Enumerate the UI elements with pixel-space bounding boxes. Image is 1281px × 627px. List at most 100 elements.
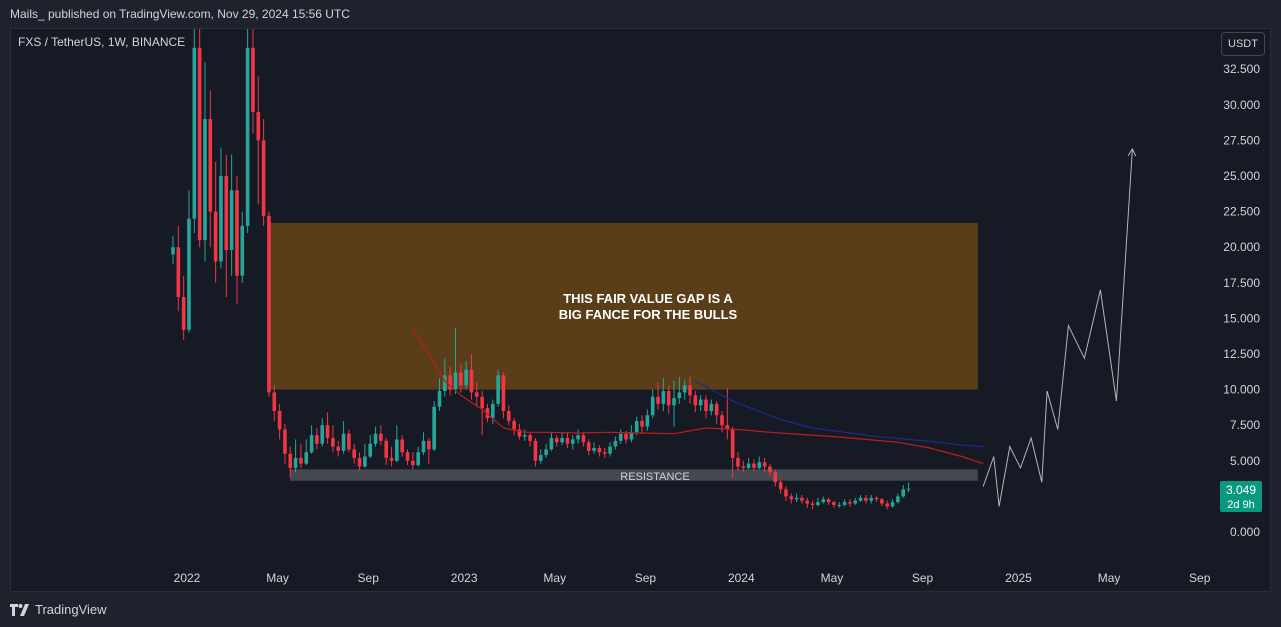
candle-body bbox=[240, 225, 245, 276]
tradingview-brand[interactable]: TradingView bbox=[10, 602, 107, 617]
candle-64 bbox=[512, 418, 516, 436]
fvg-annotation-line1: THIS FAIR VALUE GAP IS A bbox=[563, 291, 733, 306]
currency-unit-button[interactable]: USDT bbox=[1221, 32, 1265, 56]
candle-body bbox=[597, 447, 602, 453]
candle-42 bbox=[395, 425, 399, 463]
candle-body bbox=[453, 372, 458, 390]
candle-body bbox=[885, 503, 890, 507]
candle-body bbox=[896, 496, 900, 503]
candle-82 bbox=[608, 442, 612, 457]
candle-body bbox=[395, 439, 399, 461]
candle-body bbox=[485, 408, 490, 419]
candle-47 bbox=[421, 432, 426, 456]
candle-8 bbox=[213, 161, 218, 283]
candle-61 bbox=[496, 369, 500, 407]
candle-body bbox=[213, 211, 218, 262]
candle-body bbox=[645, 415, 650, 427]
candle-118 bbox=[800, 494, 804, 504]
candle-body bbox=[608, 446, 612, 454]
candle-115 bbox=[784, 486, 788, 501]
candle-36 bbox=[363, 443, 367, 468]
candle-body bbox=[773, 472, 778, 483]
x-tick-label-4: May bbox=[543, 571, 566, 585]
candle-27 bbox=[315, 428, 319, 450]
candle-14 bbox=[245, 29, 250, 233]
candle-17 bbox=[261, 119, 266, 226]
candle-body bbox=[331, 438, 335, 447]
candle-0 bbox=[171, 235, 175, 265]
candle-99 bbox=[698, 395, 703, 411]
candle-body bbox=[826, 499, 831, 503]
symbol-title[interactable]: FXS / TetherUS, 1W, BINANCE bbox=[18, 35, 186, 49]
candle-10 bbox=[224, 154, 229, 298]
candle-body bbox=[741, 466, 746, 468]
candle-body bbox=[256, 111, 261, 141]
candle-body bbox=[656, 396, 660, 404]
candle-body bbox=[704, 399, 708, 411]
candle-19 bbox=[272, 385, 277, 421]
candle-body bbox=[245, 47, 250, 226]
candle-body bbox=[528, 435, 532, 441]
candle-body bbox=[187, 218, 191, 330]
candle-body bbox=[634, 420, 639, 433]
y-tick-label-6: 15.000 bbox=[1223, 311, 1260, 325]
candle-body bbox=[666, 391, 671, 406]
candle-2 bbox=[181, 275, 186, 340]
candle-body bbox=[736, 457, 740, 467]
candle-body bbox=[725, 425, 730, 430]
candle-body bbox=[272, 392, 277, 411]
candle-62 bbox=[501, 372, 506, 419]
candle-body bbox=[517, 429, 522, 437]
candle-body bbox=[730, 429, 735, 458]
candle-91 bbox=[656, 382, 660, 410]
candle-body bbox=[890, 502, 895, 507]
candle-body bbox=[443, 375, 447, 392]
candle-body bbox=[224, 176, 229, 251]
candle-135 bbox=[890, 499, 895, 508]
candle-25 bbox=[304, 439, 309, 466]
candle-105 bbox=[730, 426, 735, 478]
y-tick-label-3: 7.500 bbox=[1230, 418, 1260, 432]
candle-21 bbox=[283, 423, 287, 464]
candle-15 bbox=[251, 29, 255, 134]
candle-1 bbox=[176, 225, 181, 312]
candle-57 bbox=[475, 382, 479, 407]
candle-body bbox=[757, 462, 762, 468]
candle-body bbox=[677, 392, 682, 399]
candle-101 bbox=[709, 399, 714, 416]
candle-12 bbox=[235, 176, 239, 305]
candle-body bbox=[347, 433, 351, 450]
y-tick-label-8: 20.000 bbox=[1223, 240, 1260, 254]
candle-body bbox=[309, 435, 314, 453]
candle-body bbox=[629, 432, 634, 440]
candle-7 bbox=[208, 90, 213, 248]
candle-43 bbox=[400, 435, 404, 457]
candle-98 bbox=[693, 391, 698, 413]
candle-body bbox=[698, 399, 703, 406]
candle-66 bbox=[522, 429, 527, 441]
moving-average-red-line bbox=[412, 329, 984, 465]
fvg-annotation-line2: BIG FANCE FOR THE BULLS bbox=[559, 307, 738, 322]
candle-body bbox=[320, 425, 325, 444]
candle-body bbox=[373, 433, 378, 444]
candle-54 bbox=[459, 363, 463, 393]
candle-body bbox=[842, 502, 847, 505]
candle-body bbox=[709, 403, 714, 411]
candle-body bbox=[821, 499, 826, 503]
fair-value-gap-zone bbox=[268, 222, 978, 390]
candle-body bbox=[176, 247, 181, 298]
candle-116 bbox=[789, 493, 794, 504]
candle-72 bbox=[554, 435, 559, 447]
candle-body bbox=[448, 375, 452, 390]
y-tick-label-13: 32.500 bbox=[1223, 62, 1260, 76]
candle-body bbox=[693, 395, 698, 406]
candle-93 bbox=[666, 385, 671, 414]
x-tick-label-11: Sep bbox=[1189, 571, 1211, 585]
candle-112 bbox=[768, 463, 772, 477]
candle-body bbox=[565, 438, 570, 444]
candle-body bbox=[501, 375, 506, 411]
y-tick-label-4: 10.000 bbox=[1223, 383, 1260, 397]
y-tick-label-11: 27.500 bbox=[1223, 133, 1260, 147]
candle-body bbox=[181, 297, 186, 330]
